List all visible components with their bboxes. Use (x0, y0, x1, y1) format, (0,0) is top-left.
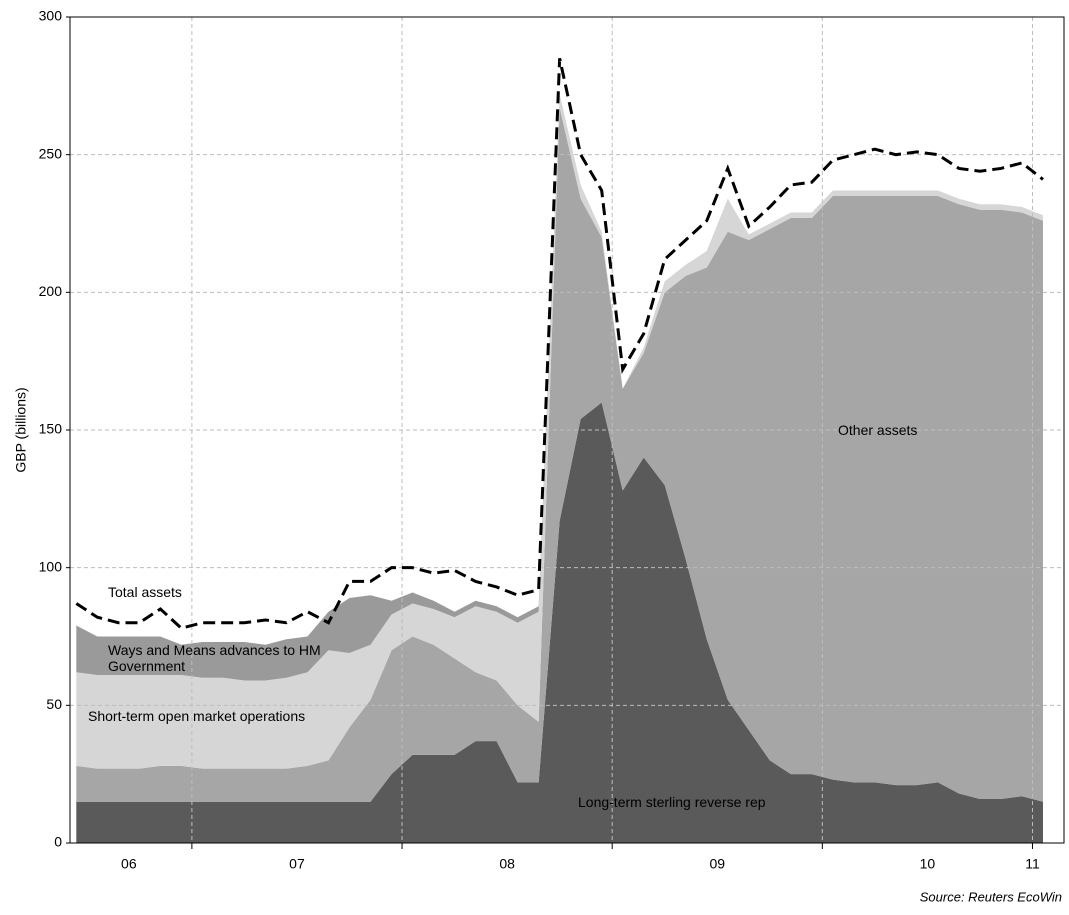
y-tick-label: 200 (39, 283, 63, 299)
plot-area (76, 94, 1043, 843)
x-tick-label: 10 (920, 856, 936, 872)
y-tick-label: 300 (39, 8, 63, 24)
area (76, 402, 1043, 843)
y-tick-label: 100 (39, 558, 63, 574)
annotation: Short-term open market operations (88, 708, 306, 724)
x-tick-label: 11 (1025, 856, 1040, 872)
annotation: Total assets (108, 584, 182, 600)
x-tick-label: 08 (499, 856, 515, 872)
annotation: Long-term sterling reverse rep (578, 794, 766, 810)
x-tick-label: 06 (121, 856, 137, 872)
annotation: Ways and Means advances to HM Government (108, 642, 321, 674)
source: Source: Reuters EcoWin (920, 889, 1062, 904)
annotation: Other assets (838, 422, 918, 438)
y-tick-label: 150 (39, 421, 63, 437)
total-line (75, 57, 1044, 630)
area (76, 107, 1043, 802)
y-tick-label: 50 (46, 696, 62, 712)
x-tick-label: 07 (289, 856, 305, 872)
y-axis-label: GBP (billions) (13, 387, 29, 472)
x-tick-label: 09 (709, 856, 725, 872)
area (76, 94, 1043, 769)
y-tick-label: 0 (54, 834, 62, 850)
y-tick-label: 250 (39, 145, 63, 161)
